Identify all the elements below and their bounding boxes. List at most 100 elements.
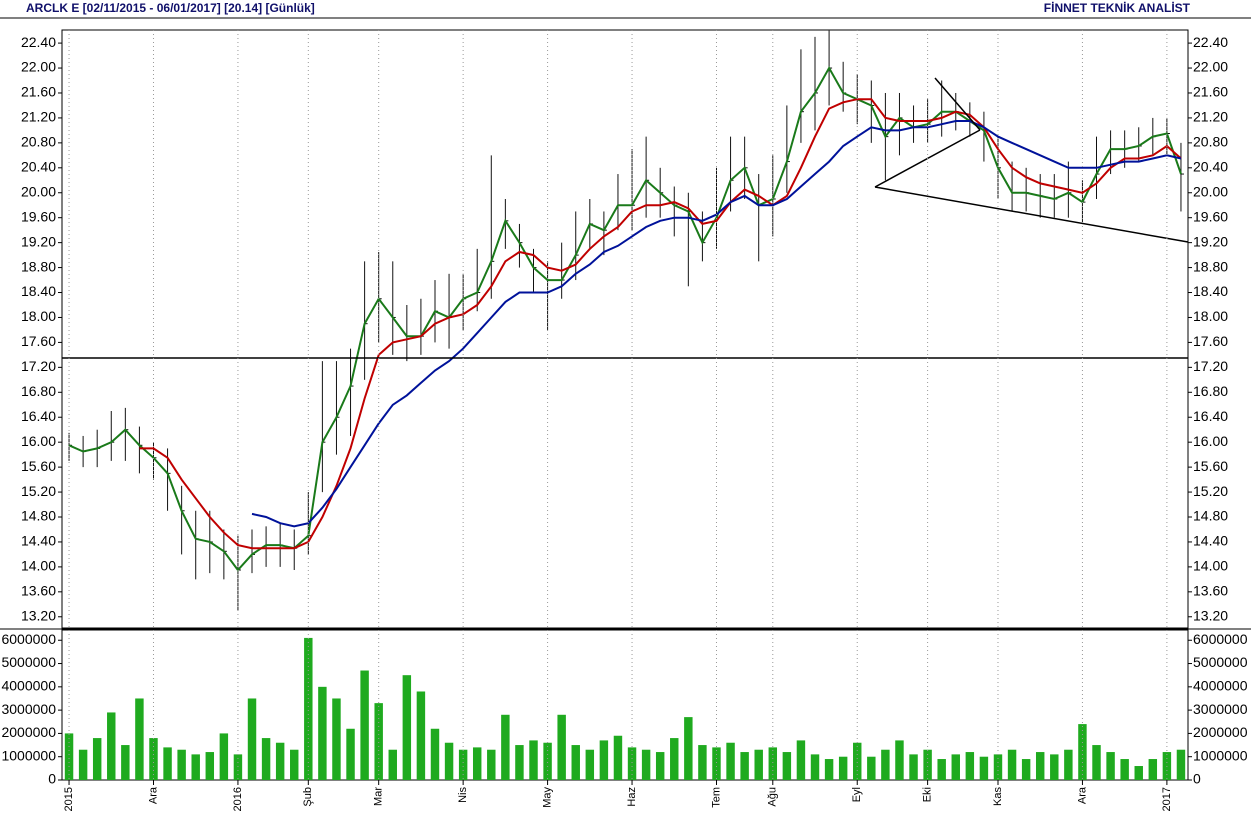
moving-average xyxy=(139,98,1182,550)
volume-bar xyxy=(121,745,130,780)
y-tick-label: 5000000 xyxy=(1,654,56,670)
volume-bar xyxy=(1120,759,1129,780)
x-tick-label: Ara xyxy=(147,786,159,804)
volume-bar xyxy=(641,749,651,780)
y-tick-label: 2000000 xyxy=(1,724,56,740)
x-tick-label: Ağu xyxy=(767,787,779,807)
y-tick-label: 13.60 xyxy=(21,583,56,599)
trend-line xyxy=(934,77,981,131)
volume-bar xyxy=(1092,745,1101,780)
y-tick-label: 0 xyxy=(48,771,56,787)
y-tick-label: 21.20 xyxy=(1193,109,1228,125)
volume-bar xyxy=(1078,724,1087,780)
y-tick-label: 22.00 xyxy=(21,59,56,75)
volume-bar xyxy=(78,749,88,780)
y-tick-label: 15.60 xyxy=(1193,458,1228,474)
volume-bar xyxy=(92,738,102,780)
volume-bar xyxy=(824,759,834,780)
header-title: ARCLK E [02/11/2015 - 06/01/2017] [20.14… xyxy=(26,1,315,15)
volume-bar xyxy=(1106,752,1115,780)
volume-bar xyxy=(205,752,215,780)
volume-bar xyxy=(1021,759,1031,780)
volume-bar xyxy=(374,703,383,780)
volume-bar xyxy=(163,747,172,780)
volume-bar xyxy=(557,714,566,780)
price-frame xyxy=(61,29,1189,629)
y-tick-label: 16.00 xyxy=(1193,433,1228,449)
volume-bar xyxy=(867,756,876,780)
volume-bar xyxy=(430,728,440,780)
y-tick-label: 20.40 xyxy=(21,159,56,175)
volume-bar xyxy=(585,749,595,780)
y-tick-label: 22.40 xyxy=(1193,34,1228,50)
y-tick-label: 17.20 xyxy=(1193,358,1228,374)
x-tick-label: 2016 xyxy=(232,787,244,811)
volume-bar xyxy=(796,740,806,780)
volume-bar xyxy=(515,745,524,780)
y-tick-label: 16.80 xyxy=(21,383,56,399)
volume-bar xyxy=(261,738,271,780)
y-tick-label: 22.40 xyxy=(21,34,56,50)
y-tick-label: 6000000 xyxy=(1,631,56,647)
y-tick-label: 19.20 xyxy=(1193,233,1228,249)
volume-bar xyxy=(613,735,623,780)
volume-bar xyxy=(1064,749,1073,780)
volume-bar xyxy=(304,637,313,780)
volume-bar xyxy=(1050,754,1059,780)
x-tick-label: Tem xyxy=(710,787,722,808)
volume-bar xyxy=(247,698,257,780)
volume-bar xyxy=(1035,752,1045,780)
volume-bar xyxy=(360,670,369,780)
y-tick-label: 1000000 xyxy=(1,747,56,763)
y-tick-label: 18.80 xyxy=(1193,258,1228,274)
volume-bar xyxy=(838,756,848,780)
volume-bar xyxy=(993,754,1003,780)
volume-bar xyxy=(979,756,989,780)
volume-bar xyxy=(487,749,496,780)
volume-bar xyxy=(810,754,820,780)
volume-bar xyxy=(177,749,186,780)
volume-bar xyxy=(698,745,707,780)
y-tick-label: 21.20 xyxy=(21,109,56,125)
y-tick-label: 15.20 xyxy=(21,483,56,499)
y-tick-label: 3000000 xyxy=(1,701,56,717)
volume-bar xyxy=(1134,766,1143,780)
y-tick-label: 21.60 xyxy=(1193,84,1228,100)
trend-line xyxy=(874,186,1189,243)
volume-bar xyxy=(740,752,749,780)
y-tick-label: 15.20 xyxy=(1193,483,1228,499)
y-tick-label: 2000000 xyxy=(1193,724,1248,740)
volume-bar xyxy=(1007,749,1017,780)
volume-bar xyxy=(923,749,932,780)
y-tick-label: 14.80 xyxy=(21,508,56,524)
volume-bar xyxy=(290,749,299,780)
y-tick-label: 22.00 xyxy=(1193,59,1228,75)
volume-bar xyxy=(1176,749,1186,780)
y-tick-label: 6000000 xyxy=(1193,631,1248,647)
x-tick-label: Eyl xyxy=(851,787,863,802)
y-tick-label: 20.00 xyxy=(21,183,56,199)
y-tick-label: 16.00 xyxy=(21,433,56,449)
volume-bar xyxy=(346,728,355,780)
volume-bar xyxy=(627,747,637,780)
volume-bar xyxy=(402,675,412,780)
volume-bar xyxy=(64,733,74,780)
volume-bar xyxy=(726,742,735,780)
volume-bar xyxy=(233,754,243,780)
y-tick-label: 15.60 xyxy=(21,458,56,474)
y-tick-label: 20.80 xyxy=(1193,134,1228,150)
volume-bar xyxy=(754,749,763,780)
volume-bar xyxy=(529,740,538,780)
volume-frame xyxy=(61,629,1189,781)
moving-average xyxy=(68,65,1182,572)
y-tick-label: 21.60 xyxy=(21,84,56,100)
volume-bar xyxy=(416,691,426,780)
y-tick-label: 4000000 xyxy=(1,678,56,694)
y-tick-label: 0 xyxy=(1193,771,1201,787)
volume-bar xyxy=(135,698,144,780)
y-tick-label: 16.40 xyxy=(1193,408,1228,424)
x-tick-label: Kas xyxy=(992,787,1004,806)
volume-bar xyxy=(853,742,862,780)
volume-bar xyxy=(149,738,158,780)
